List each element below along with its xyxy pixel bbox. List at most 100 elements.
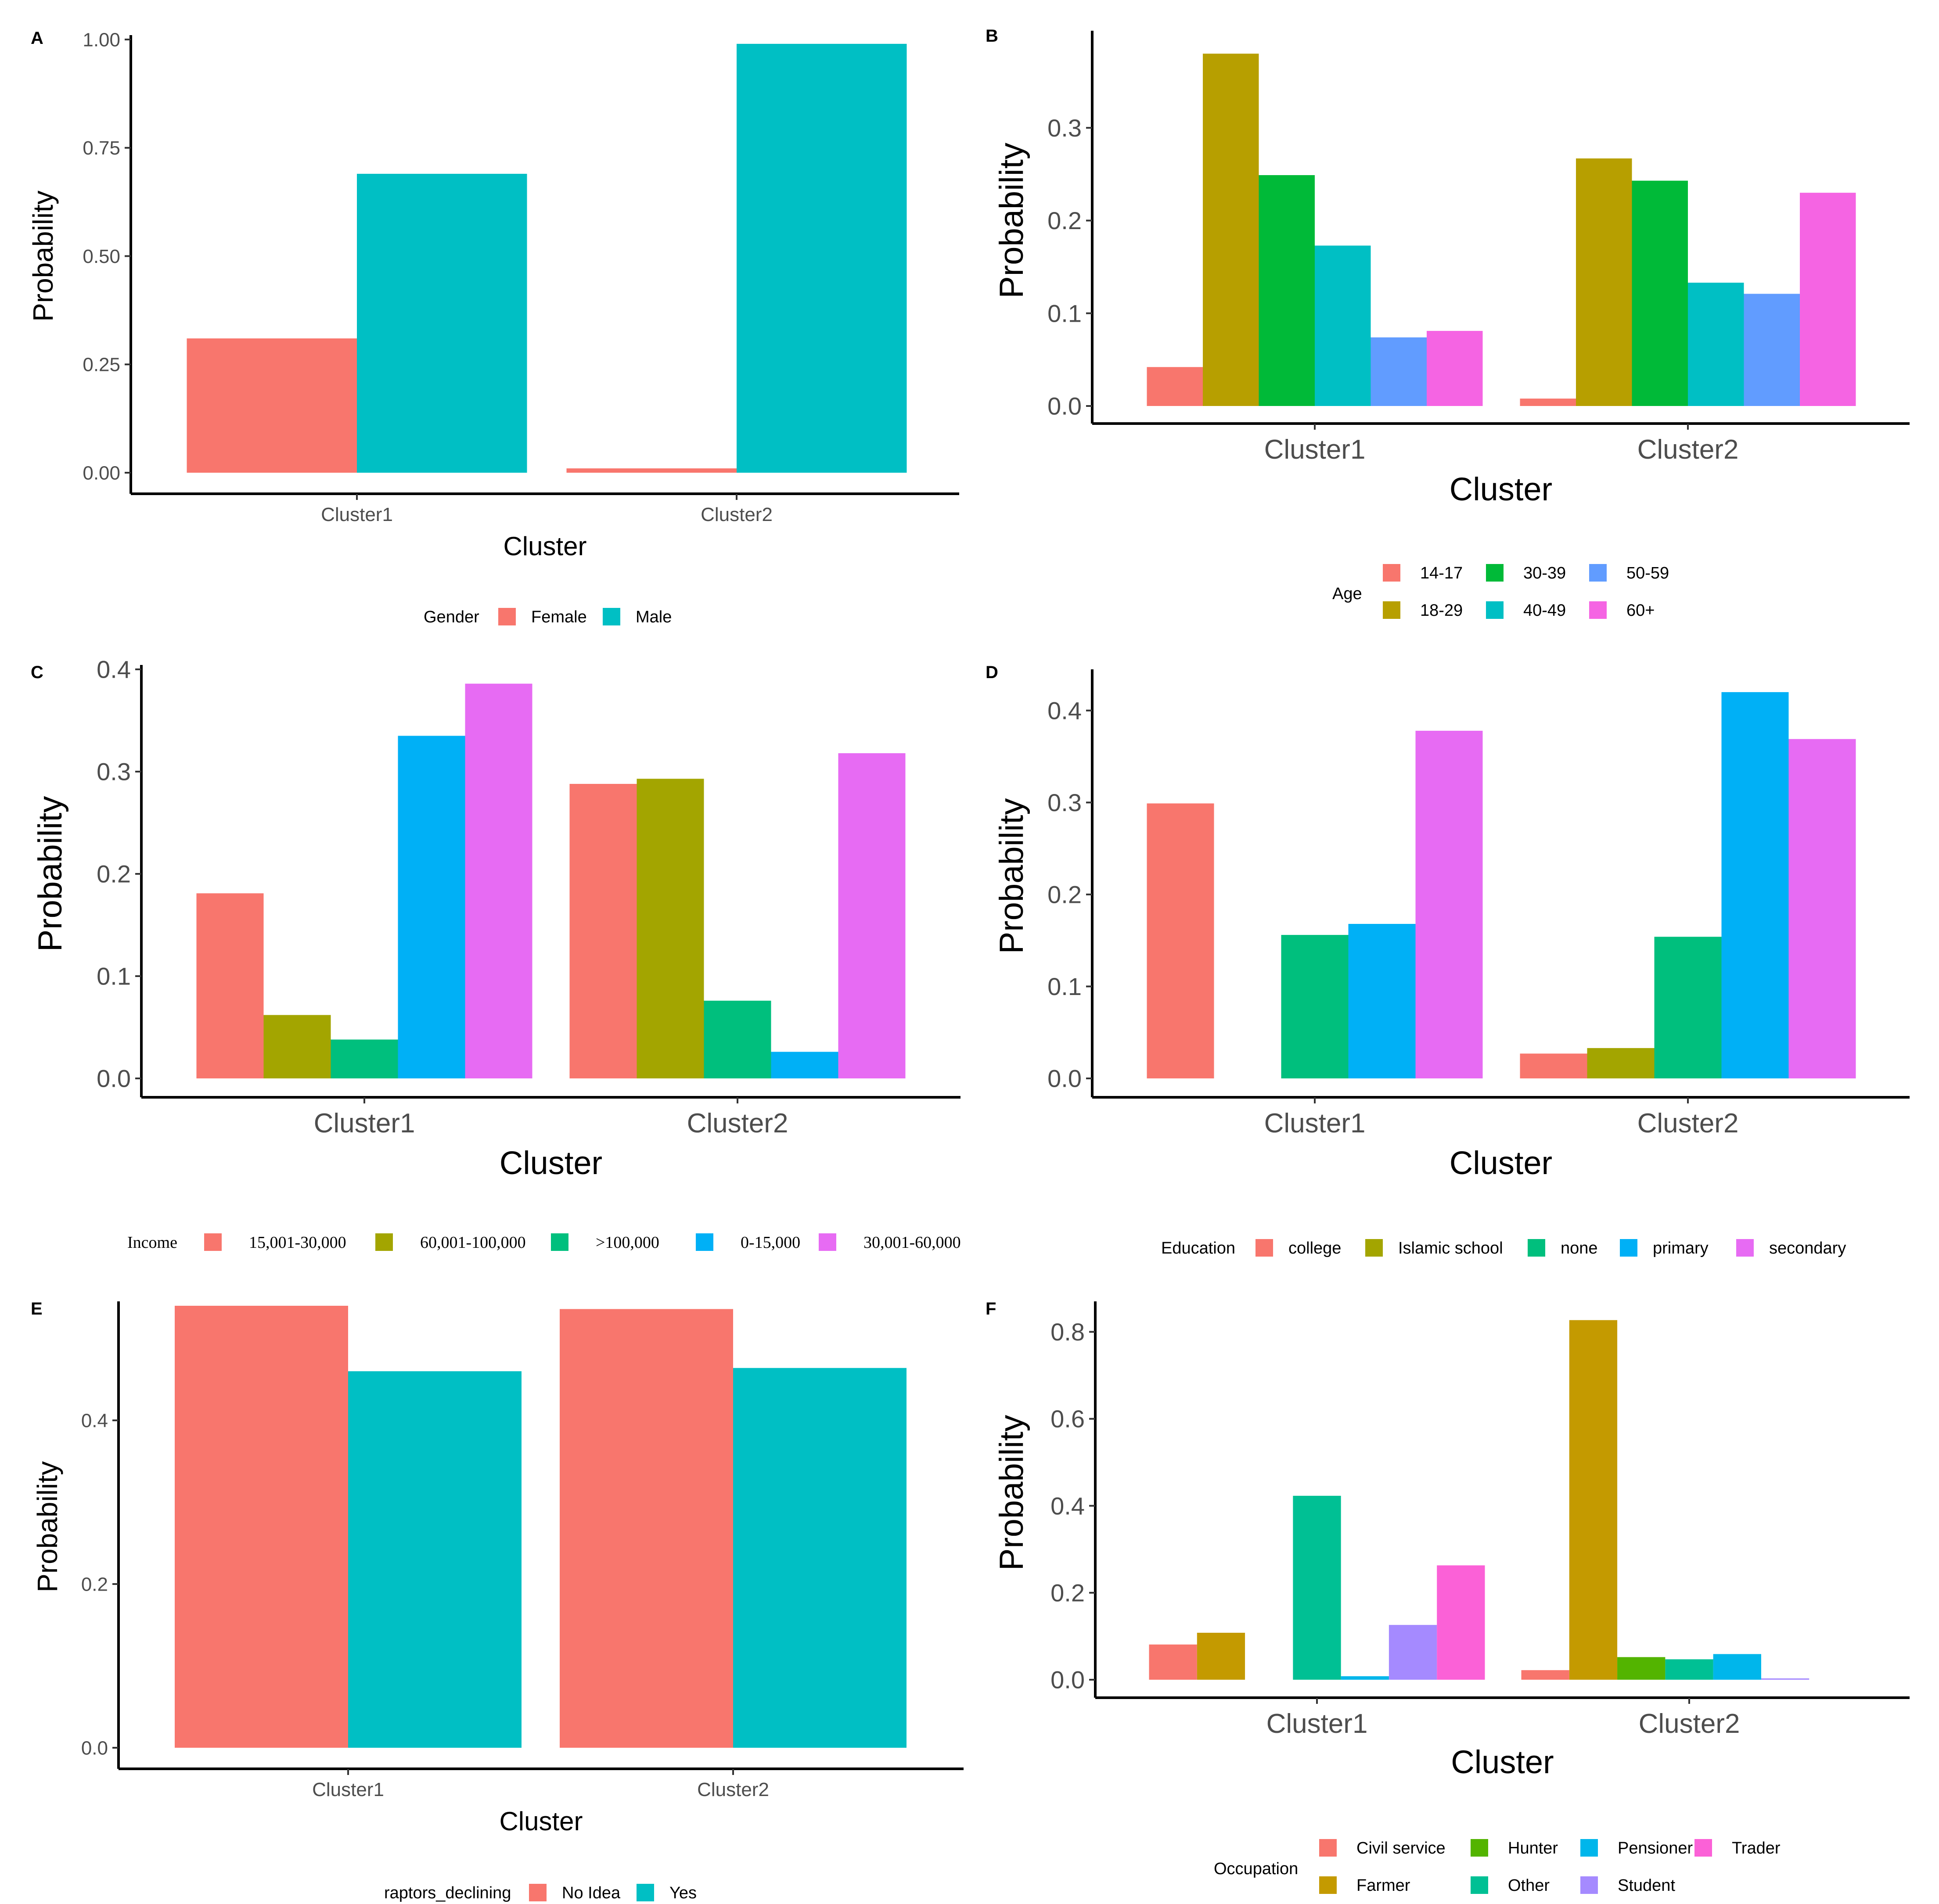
legend-title: Occupation — [1214, 1860, 1298, 1878]
legend-label: Farmer — [1356, 1876, 1410, 1895]
x-axis-title: Cluster — [499, 1807, 583, 1836]
bar-cluster2-40-49 — [1688, 283, 1744, 406]
legend-title: Income — [127, 1233, 177, 1252]
legend-key — [1319, 1839, 1337, 1857]
bar-cluster2-30-39 — [1632, 180, 1688, 406]
bar-cluster1-50-59 — [1371, 337, 1427, 406]
legend-key — [1383, 564, 1400, 582]
legend-key — [1383, 601, 1400, 619]
y-axis-title: Probability — [993, 143, 1030, 298]
y-tick-label: 0.00 — [83, 462, 120, 484]
bar-cluster1-30-39 — [1259, 175, 1315, 406]
x-axis-title: Cluster — [500, 1145, 602, 1181]
y-tick-label: 0.1 — [1047, 299, 1082, 327]
bar-cluster2-civil-service — [1521, 1670, 1569, 1680]
legend-key — [1319, 1876, 1337, 1894]
bar-cluster2-yes — [733, 1368, 907, 1748]
bar-cluster2-30-001-60-000 — [838, 753, 906, 1078]
legend-label: 60,001-100,000 — [420, 1233, 526, 1252]
y-axis-title: Probability — [32, 796, 69, 952]
legend-label: Civil service — [1356, 1839, 1446, 1857]
legend-key — [637, 1884, 654, 1901]
bar-cluster1-primary — [1348, 923, 1416, 1078]
legend-label: 40-49 — [1523, 601, 1566, 620]
legend-label: No Idea — [562, 1884, 621, 1902]
bar-cluster2-0-15-000 — [771, 1052, 838, 1078]
legend-key — [1736, 1239, 1754, 1257]
bar-cluster1-14-17 — [1147, 367, 1203, 406]
bar-cluster1-no-idea — [175, 1306, 348, 1748]
y-tick-label: 0.2 — [1047, 881, 1082, 909]
y-tick-label: 1.00 — [83, 29, 120, 50]
y-tick-label: 0.0 — [1050, 1666, 1085, 1694]
y-tick-label: 0.25 — [83, 354, 120, 376]
x-tick-label: Cluster2 — [697, 1779, 769, 1800]
panel-letter: D — [986, 663, 998, 682]
x-tick-label: Cluster1 — [321, 504, 393, 525]
legend-label: Male — [636, 608, 672, 626]
panel-d: D 0.0 0.1 0.2 0.3 0.4 Cluster1 Cluster2 Cluster P… — [986, 663, 1910, 1257]
y-tick-label: 0.3 — [1047, 114, 1082, 142]
legend-key — [204, 1233, 222, 1251]
legend-key — [1365, 1239, 1383, 1257]
legend: Gender Female Male — [424, 608, 672, 626]
legend-key — [1580, 1839, 1598, 1857]
legend-label: 30-39 — [1523, 564, 1566, 582]
panel-e: E 0.0 0.2 0.4 Cluster1 Cluster2 Cluster Probabi… — [31, 1299, 964, 1902]
bar-cluster2-none — [1654, 937, 1722, 1078]
legend-label: Student — [1618, 1876, 1675, 1895]
bar-cluster1-pensioner — [1341, 1676, 1389, 1680]
bar-cluster1-secondary — [1415, 730, 1483, 1078]
x-tick-label: Cluster2 — [701, 504, 773, 525]
legend-key — [1471, 1876, 1488, 1894]
legend-label: Pensioner — [1618, 1839, 1693, 1857]
legend-key — [696, 1233, 713, 1251]
bar-cluster2-60- — [1800, 193, 1856, 406]
legend-title: raptors_declining — [384, 1884, 511, 1902]
bar-cluster1-student — [1389, 1625, 1437, 1680]
legend-key — [1620, 1239, 1637, 1257]
panel-letter: B — [986, 26, 998, 46]
legend: Age 14-17 18-29 30-39 40-49 50-59 60+ — [1332, 564, 1669, 620]
y-tick-label: 0.1 — [97, 963, 131, 990]
x-tick-label: Cluster2 — [687, 1108, 788, 1139]
y-axis-title: Probability — [993, 798, 1030, 954]
bar-cluster2-hunter — [1617, 1657, 1666, 1680]
legend-label: college — [1288, 1239, 1341, 1257]
bar-cluster1-none — [1281, 935, 1349, 1078]
panel-letter: E — [31, 1299, 43, 1318]
legend-label: secondary — [1769, 1239, 1846, 1257]
legend-label: 0-15,000 — [741, 1233, 800, 1252]
legend-key — [819, 1233, 836, 1251]
y-tick-label: 0.2 — [1050, 1579, 1085, 1606]
legend-label: Yes — [669, 1884, 697, 1902]
y-tick-label: 0.1 — [1047, 973, 1082, 1000]
y-tick-label: 0.0 — [81, 1737, 108, 1759]
bar-cluster1-15-001-30-000 — [196, 893, 264, 1078]
legend-label: 15,001-30,000 — [249, 1233, 346, 1252]
legend-key — [1589, 601, 1607, 619]
bar-cluster2-female — [566, 468, 737, 473]
panel-c: C 0.0 0.1 0.2 0.3 0.4 Cluster1 Cluster2 Cluster P… — [31, 656, 961, 1252]
legend-label: 14-17 — [1420, 564, 1463, 582]
bar-cluster2-college — [1520, 1053, 1587, 1078]
legend-label: Hunter — [1508, 1839, 1558, 1857]
bar-cluster1-40-49 — [1315, 245, 1371, 406]
x-tick-label: Cluster1 — [1266, 1709, 1368, 1739]
x-axis-title: Cluster — [1450, 471, 1552, 507]
legend-key — [1486, 564, 1504, 582]
legend-key — [1486, 601, 1504, 619]
legend-key — [603, 608, 620, 625]
bar-cluster2-male — [737, 43, 907, 473]
legend-key — [1528, 1239, 1545, 1257]
y-tick-label: 0.3 — [1047, 789, 1082, 816]
x-tick-label: Cluster2 — [1639, 1709, 1740, 1739]
legend-label: Other — [1508, 1876, 1550, 1895]
y-tick-label: 0.2 — [1047, 207, 1082, 234]
panel-letter: F — [986, 1299, 996, 1318]
bar-cluster1-0-15-000 — [398, 736, 465, 1078]
legend-label: 50-59 — [1626, 564, 1669, 582]
legend-title: Education — [1161, 1239, 1235, 1257]
bar-cluster2-no-idea — [560, 1309, 733, 1748]
